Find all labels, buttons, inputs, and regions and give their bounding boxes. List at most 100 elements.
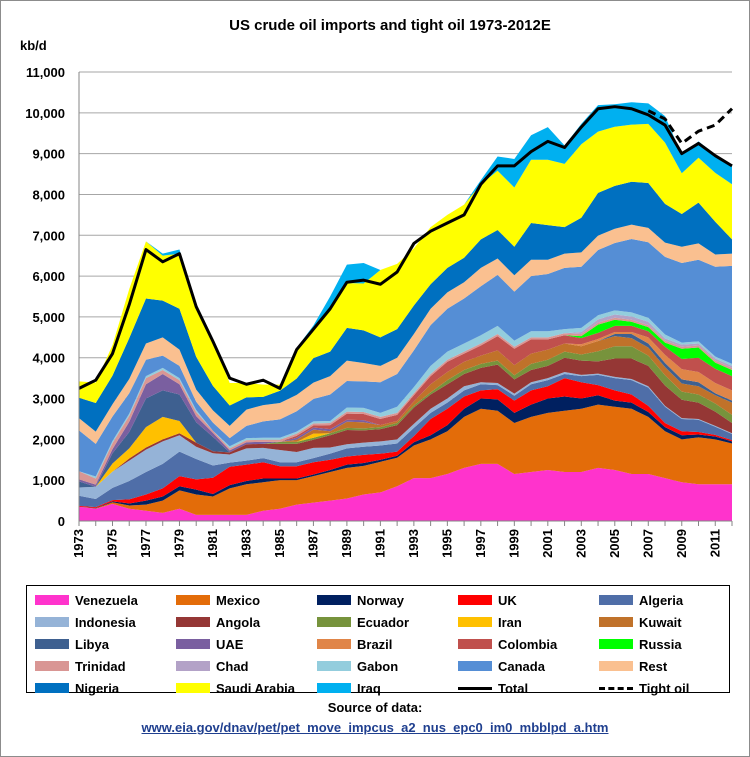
area-indonesia bbox=[79, 372, 732, 499]
legend-item-total: Total bbox=[458, 678, 528, 698]
legend-item-iran: Iran bbox=[458, 612, 522, 632]
stacked-areas bbox=[79, 102, 732, 521]
legend-swatch bbox=[35, 617, 69, 627]
legend-item-chad: Chad bbox=[176, 656, 249, 676]
legend-swatch bbox=[599, 661, 633, 671]
legend-swatch bbox=[599, 639, 633, 649]
y-tick-label: 9,000 bbox=[32, 147, 65, 162]
legend-swatch bbox=[317, 639, 351, 649]
legend-item-norway: Norway bbox=[317, 590, 404, 610]
legend-label: Mexico bbox=[216, 592, 261, 608]
y-tick-label: 2,000 bbox=[32, 432, 65, 447]
y-tick-label: 11,000 bbox=[26, 65, 65, 80]
legend-label: Angola bbox=[216, 614, 261, 630]
legend-label: Gabon bbox=[357, 658, 399, 674]
legend-item-libya: Libya bbox=[35, 634, 109, 654]
y-tick-label: 4,000 bbox=[32, 351, 65, 366]
legend-label: Ecuador bbox=[357, 614, 410, 630]
legend-item-mexico: Mexico bbox=[176, 590, 260, 610]
legend-item-rest: Rest bbox=[599, 656, 667, 676]
legend-label: Algeria bbox=[639, 592, 684, 608]
legend-label: Canada bbox=[498, 658, 545, 674]
total-lines bbox=[78, 105, 734, 390]
x-tick-label: 2011 bbox=[707, 529, 722, 557]
legend-label: Colombia bbox=[498, 636, 558, 652]
legend-label: Trinidad bbox=[75, 658, 126, 674]
y-tick-label: 7,000 bbox=[32, 228, 65, 243]
legend-swatch bbox=[458, 661, 492, 671]
legend-swatch bbox=[35, 683, 69, 693]
x-tick-label: 1999 bbox=[506, 529, 521, 558]
area-mexico bbox=[79, 404, 732, 515]
legend-swatch bbox=[458, 595, 492, 605]
legend-label: Venezuela bbox=[75, 592, 138, 608]
x-tick-label: 1991 bbox=[372, 529, 387, 558]
legend-item-russia: Russia bbox=[599, 634, 682, 654]
x-tick-label: 1995 bbox=[439, 529, 454, 558]
y-tick-label: 0 bbox=[58, 514, 65, 529]
legend-swatch bbox=[35, 661, 69, 671]
legend-label: Chad bbox=[216, 658, 249, 674]
legend-label: Brazil bbox=[357, 636, 393, 652]
legend-item-iraq: Iraq bbox=[317, 678, 381, 698]
legend-item-angola: Angola bbox=[176, 612, 260, 632]
legend-item-saudi-arabia: Saudi Arabia bbox=[176, 678, 295, 698]
chart-title: US crude oil imports and tight oil 1973-… bbox=[229, 17, 551, 34]
y-tick-label: 5,000 bbox=[32, 310, 65, 325]
x-tick-label: 1985 bbox=[272, 529, 287, 558]
legend-label: Kuwait bbox=[639, 614, 682, 630]
legend-item-algeria: Algeria bbox=[599, 590, 683, 610]
legend-label: UK bbox=[498, 592, 517, 608]
legend-swatch bbox=[176, 595, 210, 605]
x-tick-label: 2001 bbox=[540, 529, 555, 558]
legend-swatch bbox=[35, 595, 69, 605]
legend-swatch bbox=[176, 661, 210, 671]
area-rest bbox=[79, 224, 732, 444]
total-line bbox=[78, 105, 733, 390]
legend-label: Iran bbox=[498, 614, 522, 630]
legend-swatch bbox=[599, 686, 633, 690]
x-tick-label: 1975 bbox=[104, 529, 119, 558]
legend-swatch bbox=[317, 683, 351, 693]
legend-swatch bbox=[176, 639, 210, 649]
x-tick-label: 1983 bbox=[238, 529, 253, 558]
legend-item-canada: Canada bbox=[458, 656, 545, 676]
legend-item-trinidad: Trinidad bbox=[35, 656, 126, 676]
legend-label: Rest bbox=[639, 658, 668, 674]
x-tick-label: 2005 bbox=[607, 529, 622, 558]
legend-swatch bbox=[317, 661, 351, 671]
legend-item-venezuela: Venezuela bbox=[35, 590, 138, 610]
legend-swatch bbox=[599, 595, 633, 605]
legend-item-colombia: Colombia bbox=[458, 634, 557, 654]
area-canada bbox=[79, 238, 732, 477]
legend-item-uae: UAE bbox=[176, 634, 243, 654]
legend-swatch bbox=[458, 686, 492, 690]
x-tick-label: 1977 bbox=[138, 529, 153, 558]
y-tick-label: 8,000 bbox=[32, 187, 65, 202]
x-tick-label: 1981 bbox=[205, 529, 220, 558]
legend-label: Iraq bbox=[357, 680, 381, 696]
legend-item-brazil: Brazil bbox=[317, 634, 392, 654]
legend-label: Nigeria bbox=[75, 680, 120, 696]
legend-label: Russia bbox=[639, 636, 682, 652]
source-title: Source of data: bbox=[327, 700, 423, 715]
legend-item-kuwait: Kuwait bbox=[599, 612, 682, 632]
area-algeria bbox=[79, 374, 732, 508]
area-angola bbox=[79, 357, 732, 488]
y-tick-label: 3,000 bbox=[32, 392, 65, 407]
axes bbox=[78, 72, 733, 526]
legend-item-nigeria: Nigeria bbox=[35, 678, 119, 698]
legend-item-uk: UK bbox=[458, 590, 517, 610]
area-uk bbox=[79, 378, 732, 508]
x-tick-label: 1973 bbox=[71, 529, 86, 558]
x-tick-label: 2009 bbox=[674, 529, 689, 558]
area-saudi-arabia bbox=[79, 123, 732, 406]
chart-canvas: US crude oil imports and tight oil 1973-… bbox=[20, 17, 734, 558]
source-link[interactable]: www.eia.gov/dnav/pet/pet_move_impcus_a2_… bbox=[141, 720, 609, 735]
legend-swatch bbox=[458, 639, 492, 649]
x-tick-label: 1989 bbox=[339, 529, 354, 558]
y-tick-label: 10,000 bbox=[25, 106, 65, 121]
legend-swatch bbox=[176, 683, 210, 693]
area-colombia bbox=[79, 325, 732, 485]
legend-label: Norway bbox=[357, 592, 404, 608]
